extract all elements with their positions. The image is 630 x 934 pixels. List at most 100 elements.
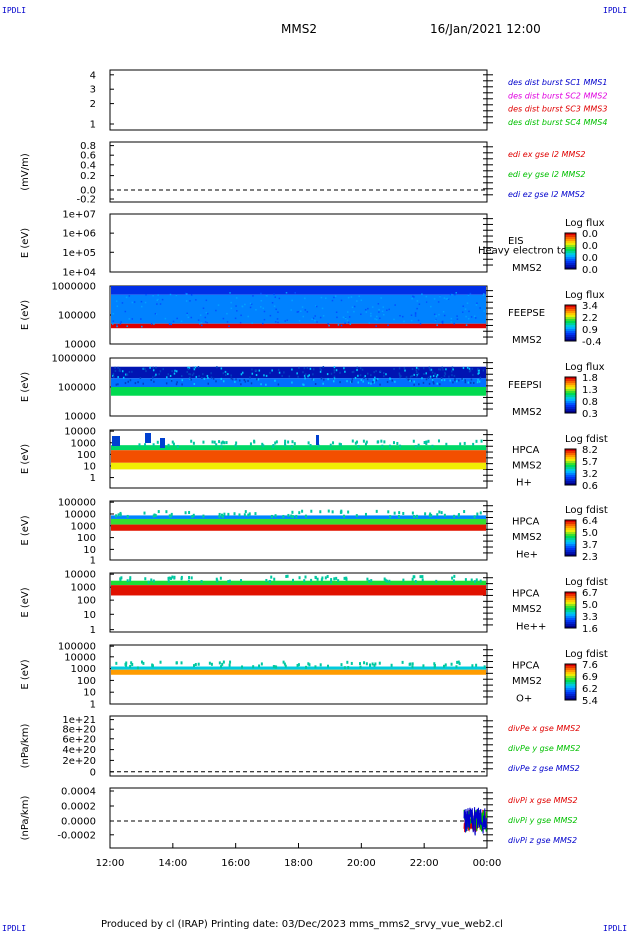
spectrogram-pixel	[303, 383, 305, 386]
colorbar-segment	[565, 534, 576, 537]
panel-frame-eis	[109, 213, 488, 273]
spectrogram-pixel	[284, 439, 287, 443]
spectrogram-pixel	[432, 374, 435, 377]
spectrogram-pixel	[119, 511, 122, 515]
colorbar-value: 3.3	[582, 612, 598, 623]
colorbar-segment	[565, 666, 576, 669]
y-tick-label: -0.0002	[57, 830, 96, 841]
spectrogram-pixel	[197, 662, 200, 666]
spectrogram-pixel	[446, 297, 449, 300]
spectrogram-pixel	[327, 378, 329, 381]
spectrogram-pixel	[311, 318, 313, 320]
spectrogram-pixel	[227, 373, 229, 376]
spectrogram-pixel	[368, 322, 371, 324]
spectrogram-pixel	[127, 380, 129, 383]
spectrogram-pixel	[431, 378, 434, 381]
spectrogram-pixel	[251, 322, 253, 324]
spectrogram-pixel	[244, 303, 246, 306]
spectrogram-pixel	[150, 323, 153, 325]
spectrogram-pixel	[301, 306, 304, 308]
spectrogram-pixel	[385, 373, 387, 376]
spectrogram-pixel	[282, 514, 285, 518]
spectrogram-pixel	[291, 381, 293, 384]
spectrogram-pixel	[147, 580, 150, 584]
spectrogram-pixel	[456, 380, 458, 383]
spectrogram-pixel	[114, 369, 117, 372]
spectrogram-pixel	[379, 383, 381, 386]
spectrogram-pixel	[428, 514, 431, 518]
colorbar-segment	[565, 692, 576, 695]
spectrogram-pixel	[319, 370, 322, 373]
spectrogram-pixel	[443, 314, 446, 317]
spectrogram-pixel	[129, 664, 132, 668]
spectrogram-pixel	[351, 439, 354, 443]
spectrogram-pixel	[417, 372, 420, 375]
spectrogram-pixel	[197, 366, 200, 369]
colorbar-segment	[565, 389, 576, 392]
spectrogram-pixel	[447, 298, 450, 300]
spectrogram-pixel	[363, 661, 366, 665]
colorbar-segment	[565, 481, 576, 484]
spectrogram-pixel	[162, 368, 165, 371]
colorbar-segment	[565, 616, 576, 619]
spectrogram-pixel	[414, 313, 417, 315]
spectrogram-pixel	[351, 306, 354, 309]
y-tick-label: 0.8	[80, 141, 96, 152]
spectrogram-pixel	[158, 373, 160, 376]
spectrogram-band	[111, 515, 486, 519]
spectrogram-pixel	[467, 381, 470, 384]
y-tick-label: 10000	[64, 427, 96, 438]
spectrogram-pixel	[425, 295, 428, 298]
spectrogram-pixel	[422, 367, 425, 370]
spectrogram-pixel	[405, 376, 408, 379]
colorbar-segment	[565, 483, 576, 486]
spectrogram-pixel	[188, 510, 191, 514]
legend-entry-divpi: divPi y gse MMS2	[508, 816, 578, 825]
colorbar-segment	[565, 387, 576, 390]
spectrogram-pixel	[383, 375, 385, 378]
spectrogram-pixel	[451, 293, 453, 296]
legend-entry-divpi: divPi x gse MMS2	[508, 796, 578, 805]
spectrogram-pixel	[144, 443, 147, 447]
spectrogram-pixel	[475, 578, 478, 582]
spectrogram-pixel	[382, 372, 385, 375]
colorbar-value: 6.4	[582, 516, 598, 527]
spectrogram-pixel	[373, 664, 376, 668]
spectrogram-pixel	[479, 579, 482, 583]
spectrogram-pixel	[450, 321, 453, 323]
spectrogram-pixel	[273, 293, 275, 296]
spectrogram-pixel	[192, 366, 194, 369]
colorbar-value: 1.8	[582, 373, 598, 384]
spectrogram-pixel	[354, 377, 357, 380]
y-axis-label-divpe: (nPa/km)	[20, 724, 31, 769]
spectrogram-pixel	[157, 510, 160, 514]
spectrogram-pixel	[413, 383, 415, 386]
colorbar-segment	[565, 680, 576, 683]
spectrogram-pixel	[140, 660, 143, 664]
spectrogram-pixel	[222, 372, 225, 375]
spectrogram-pixel	[143, 367, 145, 370]
spectrogram-pixel	[119, 513, 122, 517]
spectrogram-pixel	[249, 306, 252, 309]
spectrogram-pixel	[197, 319, 200, 321]
spectrogram-band	[111, 580, 486, 586]
spectrogram-pixel	[415, 514, 418, 518]
spectrogram-pixel	[425, 372, 428, 375]
spectrogram-band	[111, 294, 486, 324]
spectrogram-pixel	[399, 376, 401, 379]
spectrogram-pixel	[301, 509, 304, 513]
colorbar-value: 0.9	[582, 325, 598, 336]
spectrogram-pixel	[340, 509, 343, 513]
spectrogram-pixel	[478, 380, 481, 383]
spectrogram-pixel	[144, 367, 146, 370]
y-tick-label: 100000	[58, 642, 96, 653]
spectrogram-pixel	[304, 309, 307, 311]
x-tick-label: 12:00	[96, 858, 125, 869]
spectrogram-pixel	[414, 579, 417, 583]
colorbar-segment	[565, 247, 576, 250]
spectrogram-pixel	[388, 579, 391, 583]
spectrogram-pixel	[437, 439, 440, 443]
spectrogram-pixel	[298, 511, 301, 515]
spectrogram-pixel	[186, 370, 189, 373]
spectrogram-pixel	[410, 379, 412, 382]
